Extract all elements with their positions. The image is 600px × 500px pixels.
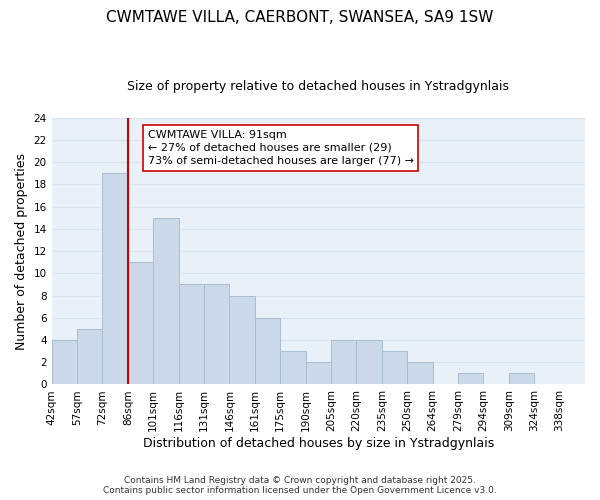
Bar: [255, 318, 280, 384]
Bar: [331, 340, 356, 384]
Bar: [305, 362, 331, 384]
Bar: [382, 351, 407, 384]
Bar: [153, 218, 179, 384]
Y-axis label: Number of detached properties: Number of detached properties: [15, 152, 28, 350]
Text: CWMTAWE VILLA, CAERBONT, SWANSEA, SA9 1SW: CWMTAWE VILLA, CAERBONT, SWANSEA, SA9 1S…: [106, 10, 494, 25]
Bar: [458, 374, 484, 384]
Bar: [179, 284, 204, 384]
X-axis label: Distribution of detached houses by size in Ystradgynlais: Distribution of detached houses by size …: [143, 437, 494, 450]
Bar: [103, 174, 128, 384]
Text: Contains HM Land Registry data © Crown copyright and database right 2025.
Contai: Contains HM Land Registry data © Crown c…: [103, 476, 497, 495]
Bar: [280, 351, 305, 384]
Bar: [204, 284, 229, 384]
Bar: [229, 296, 255, 384]
Bar: [356, 340, 382, 384]
Bar: [77, 329, 103, 384]
Bar: [128, 262, 153, 384]
Bar: [509, 374, 534, 384]
Text: CWMTAWE VILLA: 91sqm
← 27% of detached houses are smaller (29)
73% of semi-detac: CWMTAWE VILLA: 91sqm ← 27% of detached h…: [148, 130, 413, 166]
Bar: [407, 362, 433, 384]
Bar: [52, 340, 77, 384]
Title: Size of property relative to detached houses in Ystradgynlais: Size of property relative to detached ho…: [127, 80, 509, 93]
